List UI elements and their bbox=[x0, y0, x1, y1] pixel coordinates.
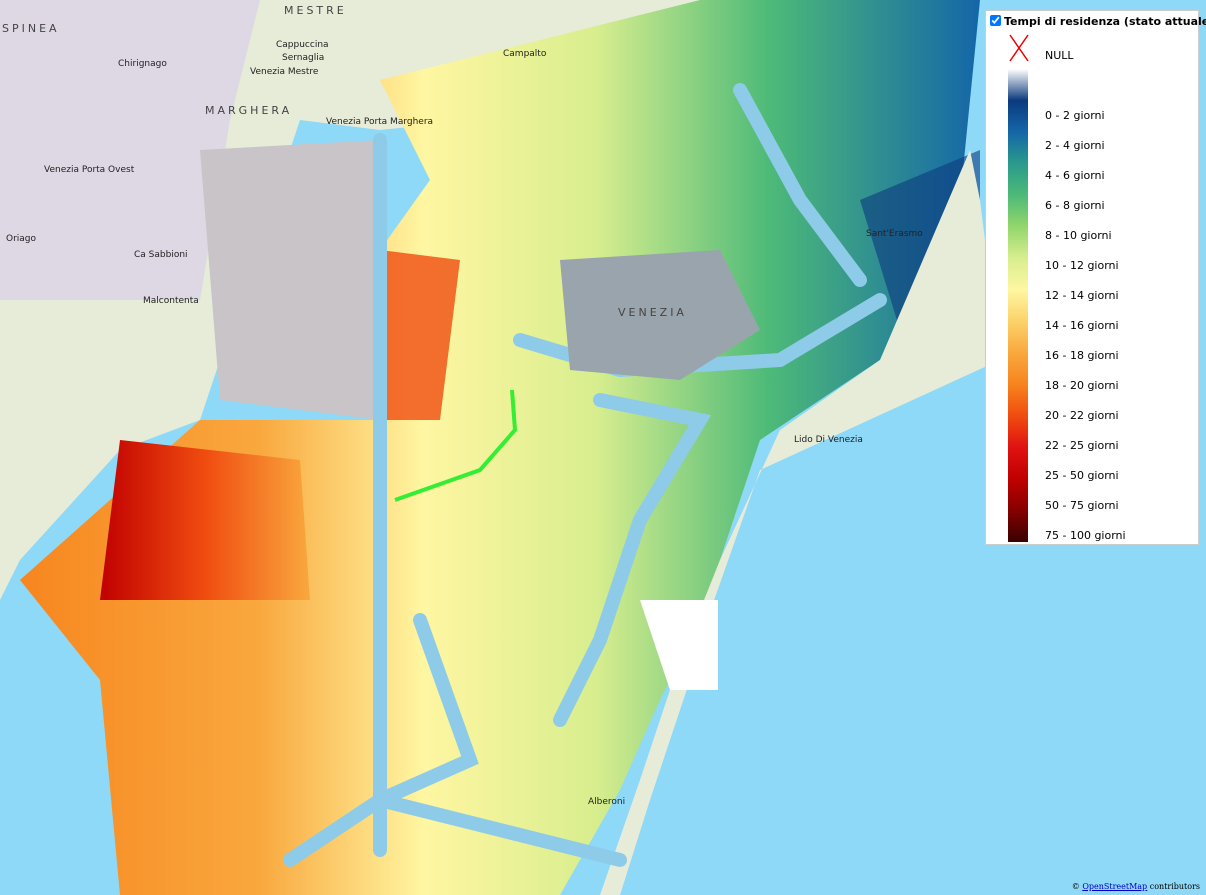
hot-zone bbox=[380, 250, 460, 420]
legend-label: 20 - 22 giorni bbox=[1045, 409, 1119, 422]
industrial bbox=[200, 140, 380, 420]
attribution-prefix: © bbox=[1071, 882, 1080, 891]
urban bbox=[0, 0, 260, 300]
legend-label: 4 - 6 giorni bbox=[1045, 169, 1105, 182]
legend-label: 22 - 25 giorni bbox=[1045, 439, 1119, 452]
place-label: Oriago bbox=[6, 234, 37, 244]
place-label: Cappuccina bbox=[276, 40, 329, 50]
place-label: Sant'Erasmo bbox=[866, 229, 923, 239]
null-icon bbox=[1009, 34, 1029, 62]
legend-label: 10 - 12 giorni bbox=[1045, 259, 1119, 272]
place-label: Venezia Porta Marghera bbox=[326, 117, 433, 127]
attribution-link[interactable]: OpenStreetMap bbox=[1082, 882, 1148, 891]
legend-label: 2 - 4 giorni bbox=[1045, 139, 1105, 152]
place-label: Venezia Mestre bbox=[250, 67, 319, 77]
legend: NULL 0 - 2 giorni 2 - 4 giorni 4 - 6 giorni… bbox=[985, 10, 1206, 545]
nodata-area bbox=[640, 600, 718, 690]
place-label: Malcontenta bbox=[143, 296, 199, 306]
place-labels: MESTRE MARGHERA SPINEA VENEZIA Venezia M… bbox=[2, 4, 923, 807]
legend-title-text: Tempi di residenza (stato attuale) bbox=[1004, 15, 1206, 28]
legend-label: 75 - 100 giorni bbox=[1045, 529, 1126, 542]
legend-title: Tempi di residenza (stato attuale) bbox=[990, 15, 1206, 28]
attribution: © OpenStreetMap contributors bbox=[1072, 882, 1200, 891]
legend-label: 18 - 20 giorni bbox=[1045, 379, 1119, 392]
place-label: SPINEA bbox=[2, 22, 60, 35]
legend-label: 50 - 75 giorni bbox=[1045, 499, 1119, 512]
legend-label: 0 - 2 giorni bbox=[1045, 109, 1105, 122]
place-label: Chirignago bbox=[118, 59, 167, 69]
null-label: NULL bbox=[1045, 49, 1074, 62]
legend-label: 14 - 16 giorni bbox=[1045, 319, 1119, 332]
green-line bbox=[394, 389, 518, 502]
attribution-suffix: contributors bbox=[1149, 882, 1200, 891]
layer-checkbox[interactable] bbox=[990, 15, 1001, 26]
venezia-centro bbox=[560, 250, 760, 380]
legend-label: 12 - 14 giorni bbox=[1045, 289, 1119, 302]
legend-label: 6 - 8 giorni bbox=[1045, 199, 1105, 212]
place-label: MARGHERA bbox=[205, 104, 292, 117]
place-label: Alberoni bbox=[588, 797, 625, 807]
place-label: Lido Di Venezia bbox=[794, 435, 863, 445]
place-label: MESTRE bbox=[284, 4, 347, 17]
legend-ramp bbox=[1008, 69, 1028, 542]
lido-island bbox=[600, 150, 1000, 895]
hot-zone bbox=[100, 440, 310, 600]
place-label: Sernaglia bbox=[282, 53, 324, 63]
place-label: Venezia Porta Ovest bbox=[44, 165, 135, 175]
place-label: Campalto bbox=[503, 49, 547, 59]
legend-label: 25 - 50 giorni bbox=[1045, 469, 1119, 482]
place-label: Ca Sabbioni bbox=[134, 250, 188, 260]
legend-label: 16 - 18 giorni bbox=[1045, 349, 1119, 362]
place-label: VENEZIA bbox=[618, 306, 687, 319]
legend-label: 8 - 10 giorni bbox=[1045, 229, 1112, 242]
legend-graphic: NULL 0 - 2 giorni 2 - 4 giorni 4 - 6 giorni… bbox=[1008, 34, 1126, 542]
